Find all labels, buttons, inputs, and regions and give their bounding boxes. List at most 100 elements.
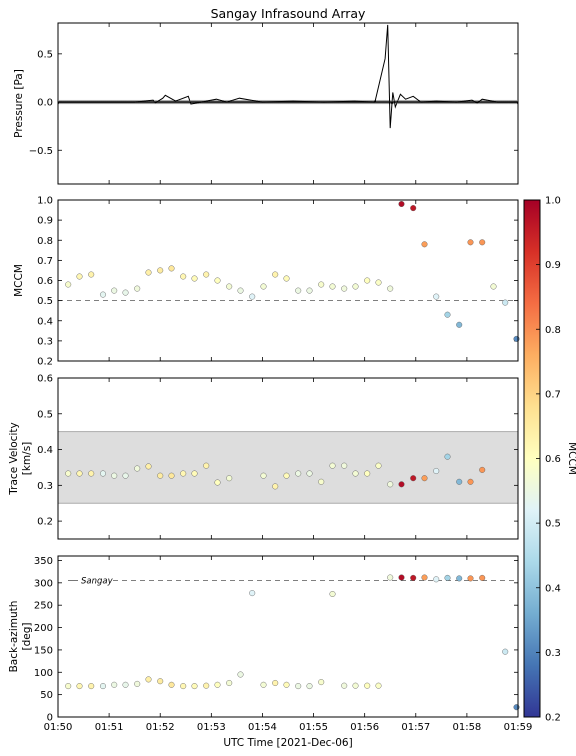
- back-azimuth-point: [191, 683, 198, 690]
- mccm-point: [226, 283, 233, 290]
- colorbar-tick-label: 0.4: [545, 583, 561, 594]
- y-tick-label: 1.0: [37, 196, 53, 207]
- back-azimuth-point: [65, 683, 72, 690]
- back-azimuth-point: [272, 680, 279, 687]
- chart-title: Sangay Infrasound Array: [211, 6, 366, 21]
- trace-velocity-point: [341, 462, 348, 469]
- y-tick-label: 0.4: [37, 445, 53, 456]
- trace-velocity-point: [329, 462, 336, 469]
- axes-frame-4: [57, 555, 519, 718]
- y-axis-label-unit: [deg]: [21, 623, 33, 651]
- back-azimuth-point: [237, 671, 244, 678]
- back-azimuth-point: [145, 676, 152, 683]
- colorbar-tick-label: 0.5: [545, 519, 561, 530]
- y-tick-label: 0.3: [37, 336, 53, 347]
- mccm-point: [456, 321, 463, 328]
- trace-velocity-point: [283, 472, 290, 479]
- y-tick-label: 0.7: [37, 256, 53, 267]
- trace-velocity-point: [76, 470, 83, 477]
- back-azimuth-point: [122, 681, 129, 688]
- trace-velocity-point: [398, 481, 405, 488]
- mccm-point: [387, 285, 394, 292]
- y-tick-label: 150: [34, 645, 53, 656]
- sangay-reference-label: Sangay: [81, 577, 114, 587]
- y-tick-label: 0.6: [37, 374, 53, 385]
- back-azimuth-point: [352, 682, 359, 689]
- y-axis-label-unit: [km/s]: [21, 442, 33, 476]
- trace-velocity-point: [111, 472, 118, 479]
- back-azimuth-point: [467, 575, 474, 582]
- mccm-point: [111, 287, 118, 294]
- trace-velocity-point: [375, 462, 382, 469]
- trace-velocity-point: [260, 472, 267, 479]
- trace-velocity-point: [65, 470, 72, 477]
- mccm-point: [398, 200, 405, 207]
- axes-frame-2: [57, 199, 519, 362]
- back-azimuth-point: [180, 683, 187, 690]
- colorbar-tick-label: 1.0: [545, 196, 561, 207]
- back-azimuth-point: [479, 574, 486, 581]
- back-azimuth-point: [203, 682, 210, 689]
- trace-velocity-point: [295, 470, 302, 477]
- back-azimuth-point: [410, 574, 417, 581]
- trace-velocity-point: [456, 478, 463, 485]
- x-tick-label: 01:50: [44, 722, 73, 733]
- trace-velocity-point: [99, 470, 106, 477]
- trace-velocity-point: [444, 453, 451, 460]
- back-azimuth-point: [318, 679, 325, 686]
- mccm-point: [490, 283, 497, 290]
- trace-velocity-point: [122, 472, 129, 479]
- pressure-noise: [57, 99, 519, 105]
- back-azimuth-point: [88, 683, 95, 690]
- mccm-point: [421, 241, 428, 248]
- mccm-point: [88, 271, 95, 278]
- back-azimuth-point: [260, 681, 267, 688]
- trace-velocity-point: [191, 470, 198, 477]
- trace-velocity-point: [479, 466, 486, 473]
- mccm-point: [180, 273, 187, 280]
- back-azimuth-point: [444, 574, 451, 581]
- trace-velocity-point: [157, 472, 164, 479]
- mccm-point: [283, 275, 290, 282]
- trace-velocity-point: [306, 470, 313, 477]
- back-azimuth-point: [306, 683, 313, 690]
- x-tick-label: 01:59: [504, 722, 533, 733]
- y-tick-label: 0.2: [37, 357, 53, 368]
- mccm-point: [272, 271, 279, 278]
- back-azimuth-point: [157, 678, 164, 685]
- back-azimuth-point: [387, 574, 394, 581]
- mccm-point: [306, 287, 313, 294]
- back-azimuth-point: [341, 682, 348, 689]
- trace-velocity-point: [214, 479, 221, 486]
- y-axis-label: MCCM: [13, 264, 25, 297]
- colorbar-tick-label: 0.2: [545, 713, 561, 724]
- y-tick-label: 0.3: [37, 481, 53, 492]
- y-tick-label: 0.5: [37, 49, 53, 60]
- colorbar-tick-label: 0.7: [545, 389, 561, 400]
- mccm-point: [65, 281, 72, 288]
- y-tick-label: 0.6: [37, 276, 53, 287]
- trace-velocity-point: [88, 470, 95, 477]
- trace-velocity-point: [364, 470, 371, 477]
- y-tick-label: 0.8: [37, 236, 53, 247]
- y-tick-label: 100: [34, 668, 53, 679]
- trace-velocity-point: [168, 472, 175, 479]
- mccm-point: [191, 275, 198, 282]
- mccm-point: [502, 299, 509, 306]
- mccm-point: [375, 279, 382, 286]
- x-tick-label: 01:51: [95, 722, 124, 733]
- y-tick-label: 0.9: [37, 216, 53, 227]
- back-azimuth-point: [214, 681, 221, 688]
- x-tick-label: 01:55: [299, 722, 328, 733]
- y-tick-label: 300: [34, 578, 53, 589]
- trace-velocity-point: [226, 475, 233, 482]
- mccm-point: [157, 267, 164, 274]
- mccm-point: [134, 285, 141, 292]
- mccm-point: [318, 281, 325, 288]
- mccm-point: [352, 283, 359, 290]
- y-tick-label: 0.5: [37, 296, 53, 307]
- mccm-point: [203, 271, 210, 278]
- mccm-point: [168, 265, 175, 272]
- y-tick-label: 250: [34, 601, 53, 612]
